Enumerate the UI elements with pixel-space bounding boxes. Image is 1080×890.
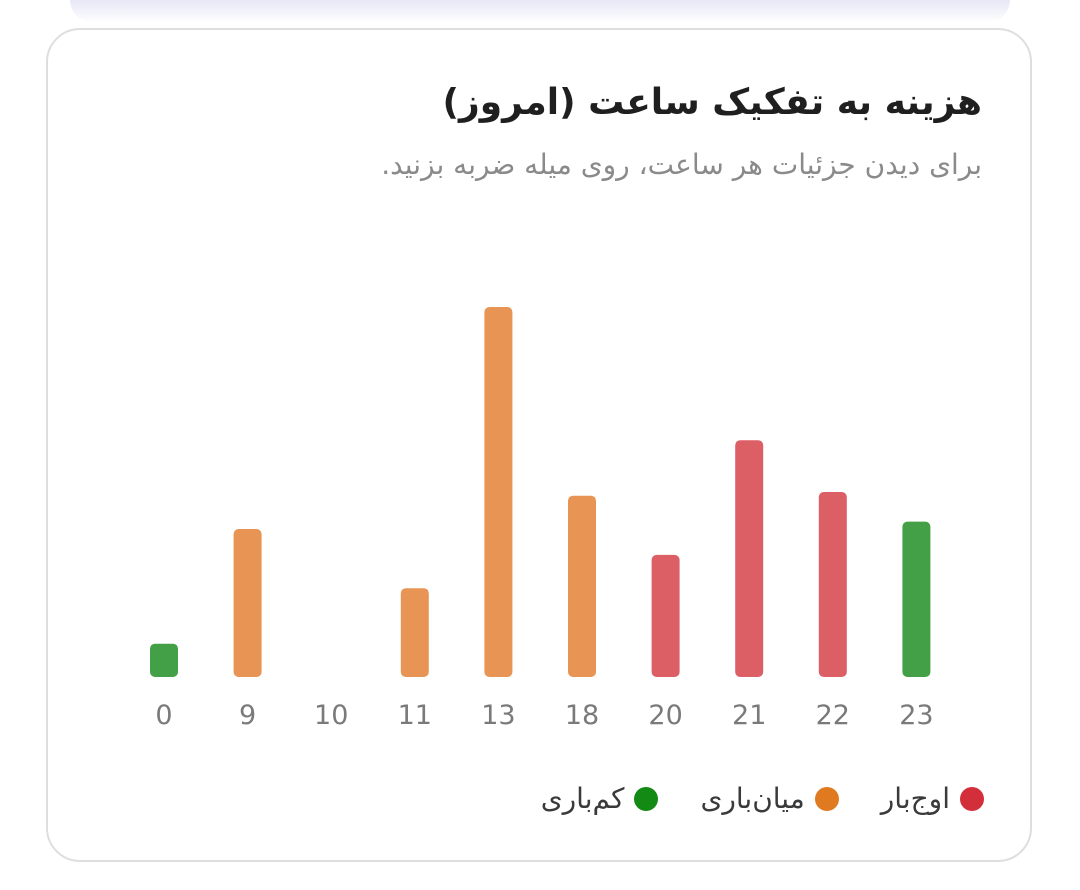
- x-tick-label: 0: [155, 700, 172, 731]
- legend-item: کم‌باری: [541, 782, 659, 815]
- x-tick-label: 9: [239, 700, 256, 731]
- card-subtitle: برای دیدن جزئیات هر ساعت، روی میله ضربه …: [381, 148, 982, 181]
- legend-label: میان‌باری: [700, 782, 805, 815]
- x-tick-label: 13: [481, 700, 515, 731]
- bar-hour-9[interactable]: [233, 529, 262, 677]
- hourly-cost-card: هزینه به تفکیک ساعت (امروز) برای دیدن جز…: [46, 28, 1032, 862]
- bar-hour-0[interactable]: [150, 643, 178, 677]
- bars-group: [150, 307, 931, 677]
- bar-hour-18[interactable]: [568, 495, 596, 677]
- bar-hour-13[interactable]: [484, 307, 513, 677]
- legend-item: میان‌باری: [700, 782, 839, 815]
- legend-dot-icon: [634, 786, 659, 811]
- x-tick-label: 23: [899, 700, 933, 731]
- bar-hour-23[interactable]: [902, 521, 931, 677]
- legend-dot-icon: [960, 786, 984, 811]
- x-tick-label: 18: [565, 700, 599, 731]
- legend-label: کم‌باری: [540, 782, 625, 815]
- bar-hour-22[interactable]: [818, 492, 847, 677]
- x-tick-label: 10: [314, 700, 348, 731]
- bar-hour-11[interactable]: [400, 588, 429, 677]
- x-tick-labels: 0 9 10 11 13 18 20 21 22 23: [155, 700, 933, 731]
- x-tick-label: 11: [398, 700, 432, 731]
- x-tick-label: 22: [816, 700, 850, 731]
- bar-hour-20[interactable]: [651, 554, 680, 677]
- x-tick-label: 20: [648, 700, 682, 731]
- x-tick-label: 21: [732, 700, 766, 731]
- card-title: هزینه به تفکیک ساعت (امروز): [442, 82, 982, 123]
- legend-item: اوج‌بار: [881, 782, 984, 815]
- top-card-shadow: [70, 0, 1010, 22]
- legend-label: اوج‌بار: [880, 782, 950, 815]
- bar-hour-21[interactable]: [735, 440, 764, 677]
- chart-legend: اوج‌بار میان‌باری کم‌باری: [499, 782, 984, 815]
- legend-dot-icon: [814, 786, 839, 811]
- hourly-cost-bar-chart: 0 9 10 11 13 18 20 21 22 23: [150, 307, 934, 731]
